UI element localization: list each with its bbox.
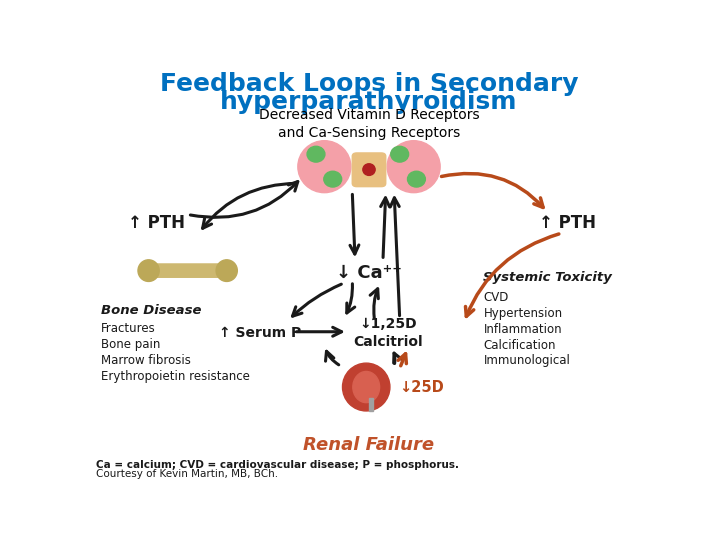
Bar: [369, 399, 374, 411]
Text: Feedback Loops in Secondary: Feedback Loops in Secondary: [160, 71, 578, 96]
Ellipse shape: [138, 260, 159, 281]
Ellipse shape: [307, 146, 325, 162]
Text: Calcification: Calcification: [483, 339, 556, 352]
Text: ↓25D: ↓25D: [400, 380, 444, 395]
Text: ↑ PTH: ↑ PTH: [128, 214, 186, 232]
Text: Courtesy of Kevin Martin, MB, BCh.: Courtesy of Kevin Martin, MB, BCh.: [96, 469, 278, 480]
Text: ↓ Ca⁺⁺: ↓ Ca⁺⁺: [336, 264, 402, 282]
Ellipse shape: [216, 260, 238, 281]
Text: Fractures: Fractures: [101, 322, 156, 335]
Text: ↑ PTH: ↑ PTH: [539, 214, 595, 232]
Text: CVD: CVD: [483, 291, 509, 304]
FancyBboxPatch shape: [146, 264, 229, 277]
Text: Ca = calcium; CVD = cardiovascular disease; P = phosphorus.: Ca = calcium; CVD = cardiovascular disea…: [96, 460, 459, 470]
Text: Hypertension: Hypertension: [483, 307, 562, 320]
Ellipse shape: [298, 141, 351, 193]
Text: Immunological: Immunological: [483, 354, 570, 367]
Ellipse shape: [324, 171, 342, 187]
Ellipse shape: [387, 141, 440, 193]
Ellipse shape: [363, 164, 375, 176]
Ellipse shape: [391, 146, 409, 162]
Text: Bone Disease: Bone Disease: [101, 303, 202, 316]
FancyBboxPatch shape: [352, 153, 386, 187]
Ellipse shape: [343, 363, 390, 411]
Text: Erythropoietin resistance: Erythropoietin resistance: [101, 370, 250, 383]
Text: hyperparathyroidism: hyperparathyroidism: [220, 90, 518, 114]
Text: Inflammation: Inflammation: [483, 323, 562, 336]
Ellipse shape: [353, 372, 379, 403]
Text: ↑ Serum P: ↑ Serum P: [219, 326, 301, 340]
Text: ↓1,25D
Calcitriol: ↓1,25D Calcitriol: [354, 318, 423, 349]
Text: Marrow fibrosis: Marrow fibrosis: [101, 354, 191, 367]
Ellipse shape: [408, 171, 426, 187]
Text: Bone pain: Bone pain: [101, 338, 161, 351]
Text: Renal Failure: Renal Failure: [303, 436, 435, 454]
Text: Systemic Toxicity: Systemic Toxicity: [483, 271, 612, 284]
Text: Decreased Vitamin D Receptors
and Ca-Sensing Receptors: Decreased Vitamin D Receptors and Ca-Sen…: [258, 107, 480, 140]
